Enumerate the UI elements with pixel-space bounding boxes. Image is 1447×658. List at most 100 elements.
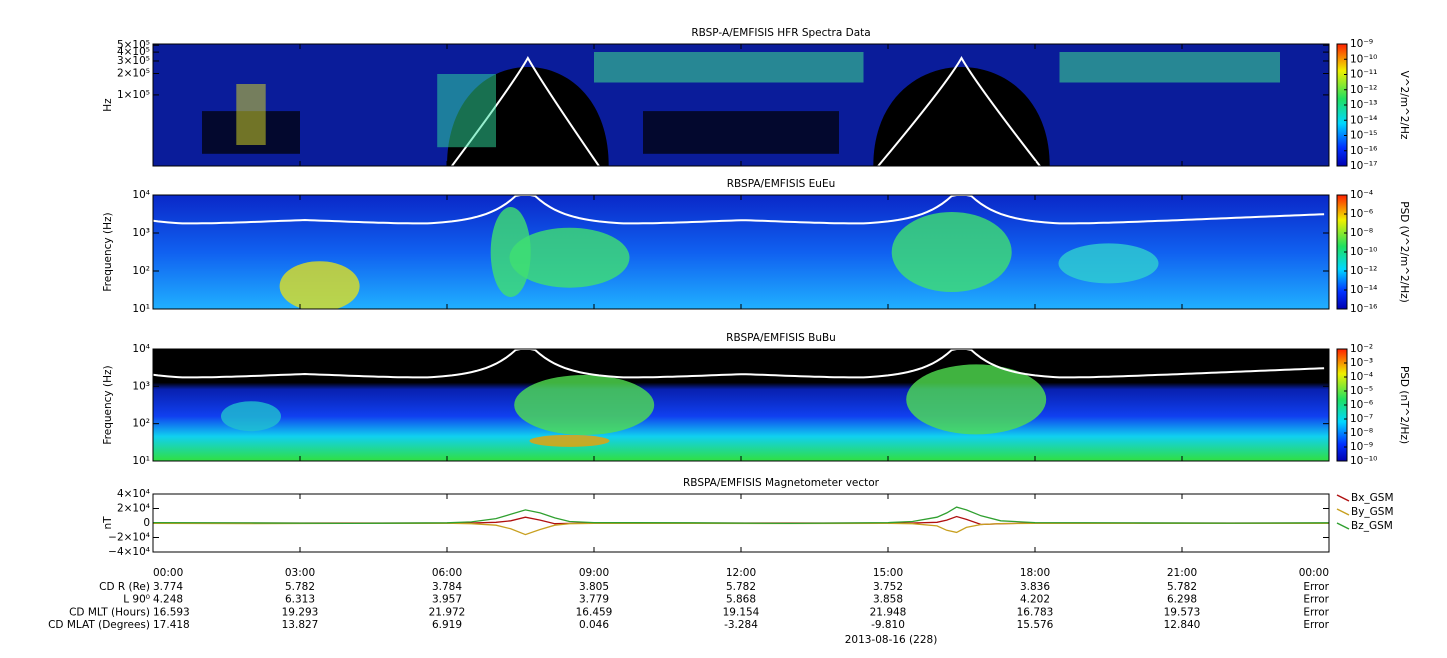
y-tick-label: 10² xyxy=(132,418,150,430)
blob xyxy=(490,207,531,297)
colorbar-tick-label: 10⁻¹⁴ xyxy=(1350,114,1377,126)
colorbar-tick-label: 10⁻⁵ xyxy=(1350,385,1373,397)
x-axis-label: 2013-08-16 (228) xyxy=(845,634,938,646)
y-tick-label: 10³ xyxy=(132,380,150,392)
plot-frame xyxy=(152,493,1330,553)
spectrogram-image xyxy=(153,44,1329,166)
streak xyxy=(1059,52,1280,83)
cell: 3.752 xyxy=(873,581,903,593)
colorbar-tick-label: 10⁻¹² xyxy=(1350,84,1377,96)
cell: 19.293 xyxy=(282,606,319,618)
row-label: CD MLT (Hours) xyxy=(69,606,150,618)
legend-swatch xyxy=(1336,494,1350,502)
colorbar-tick-label: 10⁻⁹ xyxy=(1350,38,1373,50)
blob xyxy=(906,364,1047,435)
plot-frame xyxy=(152,348,1330,462)
colorbar-label: PSD (V^2/m^2/Hz) xyxy=(1398,201,1410,302)
cell: 13.827 xyxy=(282,619,319,631)
cell: 16.783 xyxy=(1017,606,1054,618)
y-tick-label: 2×10⁴ xyxy=(117,503,150,515)
plot-frame xyxy=(152,43,1330,167)
y-tick-label: −2×10⁴ xyxy=(108,532,150,544)
colorbar-tick-label: 10⁻⁸ xyxy=(1350,227,1373,239)
curve xyxy=(877,55,1041,166)
cell: 19.154 xyxy=(723,606,760,618)
dark-region xyxy=(873,67,1050,166)
colorbar-tick-label: 10⁻¹⁴ xyxy=(1350,284,1377,296)
cell: 3.858 xyxy=(873,594,903,606)
plot-frame xyxy=(152,194,1330,310)
cell: 6.298 xyxy=(1167,594,1197,606)
y-axis-label: Hz xyxy=(102,98,114,112)
y-axis-label: Frequency (Hz) xyxy=(102,365,114,444)
cell: 12.840 xyxy=(1164,619,1201,631)
x-tick-label: 18:00 xyxy=(1020,567,1050,579)
panel-title: RBSPA/EMFISIS BuBu xyxy=(726,332,836,344)
y-tick-label: 4×10⁵ xyxy=(117,46,150,58)
legend-label: By_GSM xyxy=(1351,506,1394,518)
colorbar-label: V^2/m^2/Hz xyxy=(1398,71,1410,140)
colorbar-tick-label: 10⁻¹⁰ xyxy=(1350,53,1377,65)
blob xyxy=(514,375,655,435)
colorbar-label: PSD (nT^2/Hz) xyxy=(1398,366,1410,444)
cell: 5.868 xyxy=(726,594,756,606)
colorbar-tick-label: 10⁻³ xyxy=(1350,357,1373,369)
cell: 3.779 xyxy=(579,594,609,606)
colorbar-tick-label: 10⁻⁴ xyxy=(1350,371,1373,383)
cell: 3.957 xyxy=(432,594,462,606)
curve xyxy=(153,195,1325,225)
cell: 3.805 xyxy=(579,581,609,593)
blob xyxy=(529,434,610,447)
colorbar-tick-label: 10⁻⁴ xyxy=(1350,189,1373,201)
y-tick-label: −4×10⁴ xyxy=(108,546,150,558)
cell: 4.202 xyxy=(1020,594,1050,606)
cell: -3.284 xyxy=(724,619,758,631)
colorbar-tick-label: 10⁻¹⁵ xyxy=(1350,130,1377,142)
line-series xyxy=(152,522,1330,536)
colorbar-tick-label: 10⁻² xyxy=(1350,343,1373,355)
colorbar-tick-label: 10⁻⁸ xyxy=(1350,427,1373,439)
y-tick-label: 4×10⁴ xyxy=(117,488,150,500)
panel-title: RBSPA/EMFISIS Magnetometer vector xyxy=(683,477,880,489)
legend-swatch xyxy=(1336,522,1350,530)
x-tick-label: 06:00 xyxy=(432,567,462,579)
x-tick-label: 15:00 xyxy=(873,567,903,579)
streak xyxy=(594,52,864,83)
y-tick-label: 10³ xyxy=(132,227,150,239)
x-tick-label: 00:00 xyxy=(153,567,183,579)
cell: 21.972 xyxy=(429,606,466,618)
x-tick-label: 00:00 xyxy=(1299,567,1329,579)
panel-title: RBSP-A/EMFISIS HFR Spectra Data xyxy=(691,27,870,39)
cell: 0.046 xyxy=(579,619,609,631)
colorbar-tick-label: 10⁻¹⁶ xyxy=(1350,145,1377,157)
cell: 6.919 xyxy=(432,619,462,631)
cell: 15.576 xyxy=(1017,619,1054,631)
cell: Error xyxy=(1303,619,1329,631)
y-tick-label: 10⁴ xyxy=(132,189,150,201)
cell: 3.836 xyxy=(1020,581,1050,593)
cell: 6.313 xyxy=(285,594,315,606)
y-axis-label: Frequency (Hz) xyxy=(102,212,114,291)
x-tick-label: 21:00 xyxy=(1167,567,1197,579)
cell: Error xyxy=(1303,594,1329,606)
bg xyxy=(153,349,1329,461)
cell: 3.784 xyxy=(432,581,462,593)
blob xyxy=(891,212,1012,292)
blob xyxy=(1058,243,1159,284)
cell: 16.593 xyxy=(153,606,190,618)
cell: 19.573 xyxy=(1164,606,1201,618)
blob xyxy=(221,401,281,432)
line-series xyxy=(152,506,1330,525)
y-tick-label: 10¹ xyxy=(132,455,150,467)
colorbar-tick-label: 10⁻¹⁶ xyxy=(1350,303,1377,315)
row-label: CD MLAT (Degrees) xyxy=(48,619,150,631)
spectrogram-image xyxy=(153,195,1329,309)
cell: Error xyxy=(1303,581,1329,593)
cell: 16.459 xyxy=(576,606,613,618)
colorbar-tick-label: 10⁻⁹ xyxy=(1350,441,1373,453)
y-tick-label: 1×10⁵ xyxy=(117,89,150,101)
cell: 3.774 xyxy=(153,581,183,593)
spectrogram-image xyxy=(153,349,1329,461)
y-tick-label: 10² xyxy=(132,265,150,277)
